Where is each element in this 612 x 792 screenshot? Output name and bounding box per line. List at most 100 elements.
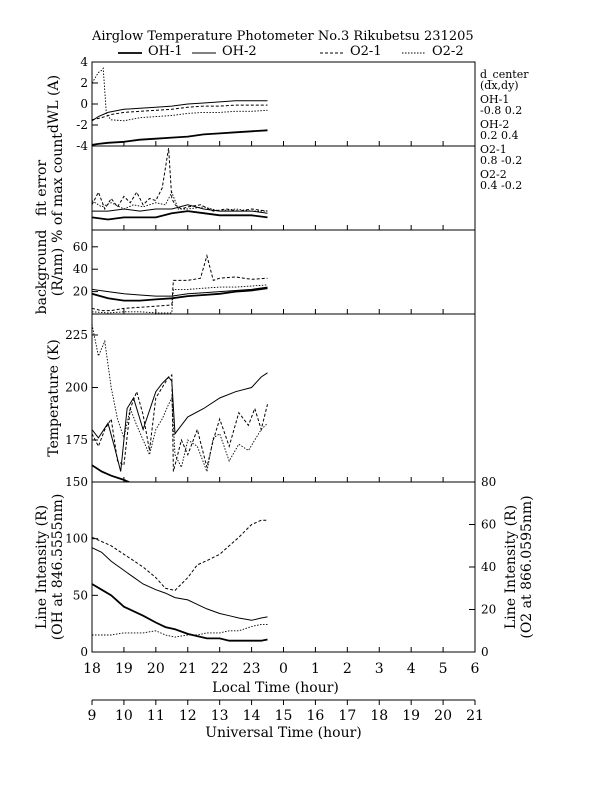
panel-dwl: 4 2 0 -2 -4 dWL (A) [46, 55, 476, 153]
side-info-name: O2-1 [480, 143, 507, 156]
series-line-o2-2 [92, 623, 268, 638]
legend-label-oh-1: OH-1 [148, 44, 183, 59]
panel-bg: 60 40 20 background (R/nm) [34, 229, 476, 315]
y-right-tick-label: 0 [481, 645, 489, 659]
legend-label-o2-1: O2-1 [350, 44, 382, 59]
side-info-name: O2-2 [480, 168, 507, 181]
x-tick-label-local: 3 [375, 661, 384, 677]
series-line-oh-2 [92, 286, 268, 297]
side-info-value: 0.2 0.4 [480, 129, 518, 142]
x-axis-label-universal: Universal Time (hour) [205, 725, 362, 741]
panel-frame [91, 313, 476, 483]
y-right-tick-label: 40 [481, 560, 496, 574]
x-tick-label-universal: 18 [370, 708, 388, 724]
y-right-axis-label-2: (O2 at 866.0595nm) [519, 495, 535, 638]
x-tick-label-local: 19 [115, 661, 133, 677]
y-tick-label: 4 [80, 55, 88, 69]
series-line-o2-1 [92, 148, 268, 212]
series-line-oh-1 [92, 287, 268, 302]
x-tick-label-local: 4 [407, 661, 416, 677]
x-tick-label-local: 0 [279, 661, 288, 677]
x-tick-label-universal: 9 [88, 708, 97, 724]
x-tick-label-local: 1 [311, 661, 320, 677]
x-tick-label-universal: 15 [275, 708, 293, 724]
x-tick-label-local: 18 [83, 661, 101, 677]
y-right-tick-label: 80 [481, 475, 496, 489]
y-tick-label: 0 [80, 97, 88, 111]
x-tick-label-universal: 17 [338, 708, 356, 724]
y-tick-label: 40 [73, 262, 88, 276]
x-axis-label-local: Local Time (hour) [212, 680, 339, 696]
series-line-o2-2 [92, 67, 268, 122]
series-line-o2-1 [92, 104, 268, 121]
x-tick-label-local: 22 [211, 661, 229, 677]
side-info-value: 0.8 -0.2 [480, 154, 522, 167]
y-right-axis-label: Line Intensity (R) [503, 505, 519, 629]
x-tick-label-local: 23 [243, 661, 261, 677]
y-axis-label: Line Intensity (R) [34, 505, 50, 629]
series-line-oh-1 [92, 583, 268, 642]
x-tick-label-universal: 13 [211, 708, 229, 724]
side-info-header: d_center [480, 68, 529, 81]
series-line-o2-1 [92, 519, 268, 591]
y-axis-label: background [34, 230, 50, 315]
x-tick-label-universal: 12 [179, 708, 197, 724]
y-tick-label: 20 [73, 285, 88, 299]
x-tick-label-local: 21 [179, 661, 197, 677]
y-tick-label: 225 [65, 328, 88, 342]
x-tick-label-universal: 14 [243, 708, 261, 724]
panel-frame [91, 229, 476, 315]
series-line-o2-2 [92, 324, 268, 474]
side-info-name: OH-1 [480, 93, 509, 106]
side-info-value: 0.4 -0.2 [480, 179, 522, 192]
series-line-o2-1 [92, 373, 268, 472]
y-tick-label: 50 [73, 588, 88, 602]
series-line-oh-2 [92, 547, 268, 621]
series-line-o2-1 [92, 253, 268, 312]
x-tick-label-universal: 16 [307, 708, 325, 724]
y-tick-label: 150 [65, 475, 88, 489]
chart-title: Airglow Temperature Photometer No.3 Riku… [91, 29, 474, 44]
x-tick-label-local: 5 [439, 661, 448, 677]
panel-frame [91, 61, 476, 147]
legend-label-oh-2: OH-2 [222, 44, 257, 59]
y-axis-label-2: (R/nm) [50, 248, 66, 296]
x-tick-label-universal: 10 [115, 708, 133, 724]
side-info-header: (dx,dy) [480, 79, 519, 92]
x-tick-label-local: 20 [147, 661, 165, 677]
panel-frame [91, 481, 476, 653]
series-line-oh-2 [92, 100, 268, 122]
legend-label-o2-2: O2-2 [432, 44, 464, 59]
x-tick-label-local: 6 [471, 661, 480, 677]
x-tick-label-universal: 11 [147, 708, 165, 724]
legend: OH-1 OH-2 O2-1 O2-2 [118, 44, 464, 59]
y-axis-label: Temperature (K) [46, 339, 62, 457]
y-axis-label: fit error [34, 160, 50, 217]
series-line-oh-1 [92, 129, 268, 146]
x-tick-label-universal: 21 [466, 708, 484, 724]
y-tick-label: -2 [76, 118, 88, 132]
y-tick-label: -4 [76, 139, 88, 153]
y-axis-label-2: % of max count [50, 133, 66, 243]
x-tick-label-universal: 19 [402, 708, 420, 724]
y-tick-label: 0 [80, 645, 88, 659]
series-line-oh-1 [92, 464, 131, 482]
series-line-oh-1 [92, 210, 268, 221]
y-tick-label: 200 [65, 381, 88, 395]
x-tick-label-local: 2 [343, 661, 352, 677]
side-info: d_center(dx,dy)OH-1-0.8 0.2OH-20.2 0.4O2… [480, 68, 529, 192]
panel-fit: fit error% of max count [34, 133, 476, 243]
x-tick-label-universal: 20 [434, 708, 452, 724]
y-axis-label: dWL (A) [46, 75, 62, 133]
y-tick-label: 60 [73, 240, 88, 254]
series-line-o2-2 [92, 284, 268, 314]
side-info-value: -0.8 0.2 [480, 104, 522, 117]
side-info-name: OH-2 [480, 118, 509, 131]
y-tick-label: 175 [65, 433, 88, 447]
y-right-tick-label: 20 [481, 603, 496, 617]
